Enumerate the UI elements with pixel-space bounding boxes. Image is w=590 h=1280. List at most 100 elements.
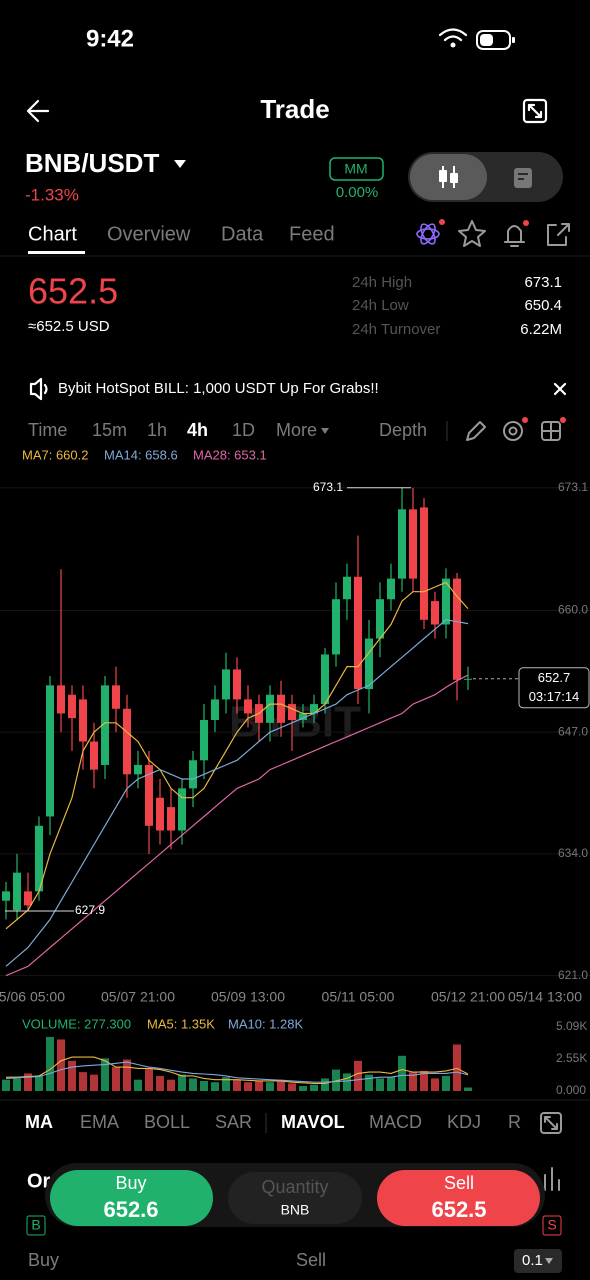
legend-entry: MA7: 660.2 <box>22 447 89 462</box>
indicator[interactable]: MACD <box>369 1112 422 1132</box>
candle-body <box>57 685 65 714</box>
status-icons <box>438 28 515 50</box>
legend-entry: VOLUME: 277.300 <box>22 1016 131 1031</box>
candle-body <box>332 599 340 655</box>
stat-label: 24h High <box>352 274 412 291</box>
volume-bar <box>431 1078 439 1091</box>
volume-bar <box>376 1078 384 1091</box>
view-toggle[interactable] <box>408 152 563 202</box>
legend-entry: MA10: 1.28K <box>228 1016 303 1031</box>
candle-body <box>409 509 417 579</box>
volume-bar <box>244 1082 252 1091</box>
candle-body <box>90 741 98 770</box>
speaker-icon <box>29 377 48 401</box>
y-tick-label: 0.000 <box>556 1083 586 1097</box>
quantity-field[interactable] <box>228 1172 362 1224</box>
annotation: 627.9 <box>75 903 105 917</box>
volume-bar <box>145 1068 153 1091</box>
volume-bar <box>112 1067 120 1091</box>
sell-button[interactable] <box>377 1170 540 1226</box>
x-tick-label: 05/12 21:00 <box>431 989 505 1005</box>
countdown: 03:17:14 <box>529 689 580 704</box>
last-price: 652.5 <box>28 271 118 312</box>
banner-text[interactable]: Bybit HotSpot BILL: 1,000 USDT Up For Gr… <box>58 380 379 397</box>
candle-body <box>167 807 175 831</box>
step-select[interactable] <box>514 1249 562 1273</box>
tab[interactable]: Overview <box>107 223 191 245</box>
candle-body <box>222 669 230 700</box>
indicator[interactable]: BOLL <box>144 1112 190 1132</box>
candle-body <box>233 669 241 700</box>
timeframe[interactable]: 1D <box>232 420 255 440</box>
ma-line <box>5 581 469 930</box>
y-tick-label: 634.0 <box>558 846 588 860</box>
buy-button[interactable] <box>50 1170 213 1226</box>
timeframe[interactable]: Depth <box>379 420 427 440</box>
indicator[interactable]: KDJ <box>447 1112 481 1132</box>
y-tick-label: 660.0 <box>558 603 588 617</box>
candle-body <box>79 699 87 742</box>
volume-bar <box>24 1073 32 1091</box>
back-button[interactable] <box>26 99 50 123</box>
candle-body <box>387 578 395 600</box>
tab[interactable]: Data <box>221 223 264 245</box>
step-dropdown[interactable] <box>545 1258 553 1264</box>
indicator[interactable]: SAR <box>215 1112 252 1132</box>
tab-icons[interactable] <box>416 219 570 247</box>
indicator[interactable]: EMA <box>80 1112 119 1132</box>
volume-bar <box>222 1077 230 1091</box>
legend-entry: MA5: 1.35K <box>147 1016 215 1031</box>
indicator-settings[interactable] <box>540 1112 562 1134</box>
mm-value: 0.00% <box>336 184 379 201</box>
volume-bar <box>178 1074 186 1091</box>
timeframe[interactable]: Time <box>28 420 67 440</box>
y-tick-label: 2.55K <box>556 1051 587 1065</box>
volume-bar <box>13 1078 21 1091</box>
last-price-box <box>518 667 590 709</box>
pair-dropdown[interactable] <box>174 160 186 168</box>
fullscreen-button[interactable] <box>522 98 548 124</box>
order-tab[interactable]: Or <box>27 1170 51 1192</box>
chart-tools[interactable] <box>466 417 566 441</box>
mm-badge[interactable] <box>329 157 384 181</box>
pair[interactable]: BNB/USDT <box>25 148 159 178</box>
candle-body <box>442 578 450 625</box>
tab[interactable]: Chart <box>28 223 77 245</box>
y-tick-label: 673.1 <box>558 480 588 494</box>
x-tick-label: 05/09 13:00 <box>211 989 285 1005</box>
banner-close[interactable] <box>553 382 567 396</box>
timeframe[interactable]: More <box>276 420 317 440</box>
candle-body <box>376 599 384 639</box>
quantity-label: Quantity <box>261 1177 328 1197</box>
volume-bar <box>211 1082 219 1091</box>
more-dropdown[interactable] <box>321 428 329 434</box>
timeframe[interactable]: 4h <box>187 420 208 440</box>
timeframe[interactable]: 15m <box>92 420 127 440</box>
candle-body <box>189 760 197 789</box>
indicator[interactable]: R <box>508 1112 521 1132</box>
ma-line <box>5 1061 469 1083</box>
price-change: -1.33% <box>25 185 79 204</box>
timeframe[interactable]: 1h <box>147 420 167 440</box>
indicator[interactable]: MAVOL <box>281 1112 345 1132</box>
buy-label: Buy <box>115 1173 146 1193</box>
volume-bar <box>233 1079 241 1091</box>
candle-body <box>2 891 10 901</box>
candle-body <box>244 699 252 714</box>
status-time: 9:42 <box>86 25 134 52</box>
indicator[interactable]: MA <box>25 1112 53 1132</box>
candle-body <box>431 601 439 625</box>
candle-body <box>24 891 32 906</box>
stat-value: 650.4 <box>524 297 562 314</box>
volume-bar <box>354 1060 362 1091</box>
x-tick-label: 05/06 05:00 <box>0 989 65 1005</box>
volume-bar <box>332 1069 340 1091</box>
sell-price: 652.5 <box>431 1197 486 1222</box>
depth-icon[interactable] <box>544 1167 560 1191</box>
volume-bar <box>68 1060 76 1091</box>
tab[interactable]: Feed <box>289 223 335 245</box>
volume-bar <box>321 1078 329 1091</box>
volume-bar <box>101 1058 109 1091</box>
ma-line <box>5 619 469 967</box>
